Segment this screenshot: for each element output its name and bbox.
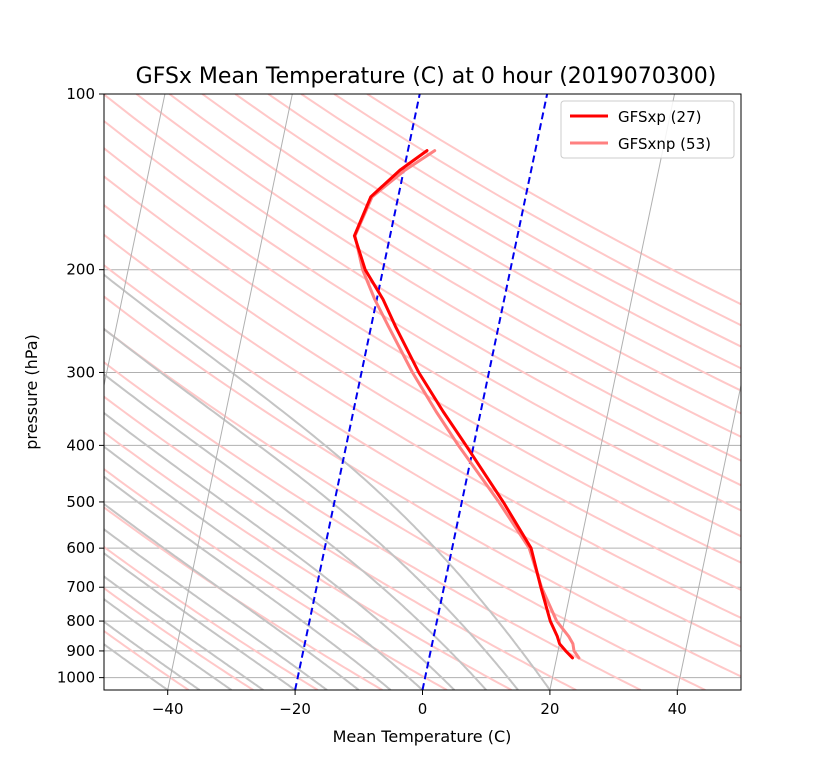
- y-tick-label: 100: [66, 85, 95, 103]
- moist-adiabat: [104, 620, 201, 690]
- chart-title: GFSx Mean Temperature (C) at 0 hour (201…: [136, 64, 717, 89]
- y-tick-label: 700: [66, 578, 95, 596]
- reference-lines: [104, 94, 741, 690]
- isotherm: [676, 382, 741, 690]
- moist-adiabat: [104, 273, 551, 690]
- x-tick-label: −40: [152, 700, 184, 718]
- y-tick-label: 800: [66, 612, 95, 630]
- x-tick-label: 40: [668, 700, 687, 718]
- dry-adiabat: [104, 431, 512, 690]
- y-tick-label: 900: [66, 642, 95, 660]
- moist-adiabat: [104, 475, 392, 690]
- dry-adiabat: [104, 94, 741, 487]
- moist-adiabat: [104, 552, 296, 690]
- y-tick-label: 500: [66, 493, 95, 511]
- dry-adiabat: [104, 233, 741, 620]
- dry-adiabat: [104, 586, 254, 690]
- x-tick-label: 20: [540, 700, 559, 718]
- dry-adiabat: [104, 147, 741, 538]
- highlighted-isotherm: [294, 94, 421, 690]
- series-line-gfsxnp: [353, 149, 581, 660]
- y-tick-label: 300: [66, 363, 95, 381]
- y-tick-label: 600: [66, 539, 95, 557]
- moist-adiabat: [104, 643, 169, 690]
- moist-adiabat: [104, 575, 264, 690]
- moist-adiabat: [104, 528, 328, 690]
- dry-adiabat: [300, 94, 741, 348]
- y-tick-label: 400: [66, 436, 95, 454]
- series-layer: [352, 149, 581, 660]
- dry-adiabat: [201, 94, 741, 415]
- dry-adiabat: [104, 295, 741, 678]
- dry-adiabat: [104, 395, 577, 690]
- moist-adiabat: [104, 598, 232, 690]
- dry-adiabat: [104, 629, 190, 690]
- y-tick-label: 200: [66, 261, 95, 279]
- dry-adiabat: [333, 94, 741, 327]
- dry-adiabat: [168, 94, 741, 438]
- moist-adiabat: [104, 502, 360, 690]
- legend-label-gfsxnp: GFSxnp (53): [618, 135, 711, 153]
- x-axis-label: Mean Temperature (C): [333, 727, 512, 746]
- moist-adiabat: [104, 411, 456, 690]
- highlighted-isotherm: [421, 94, 549, 690]
- isotherm: [104, 94, 166, 388]
- dry-adiabat: [104, 361, 642, 690]
- dry-adiabat: [366, 94, 741, 306]
- y-tick-label: 1000: [57, 669, 95, 687]
- series-line-gfsxp: [352, 149, 574, 660]
- legend-label-gfsxp: GFSxp (27): [618, 108, 701, 126]
- y-axis-label: pressure (hPa): [22, 334, 41, 450]
- dry-adiabat: [104, 175, 741, 564]
- axis-ticks: −40 −20 0 20 40 100 200 300 400 500 600 700 800 900 10…: [57, 85, 687, 718]
- moist-adiabat: [104, 327, 519, 690]
- x-tick-label: −20: [279, 700, 311, 718]
- moist-adiabat: [104, 373, 487, 690]
- moist-adiabat: [104, 445, 424, 690]
- isotherm: [549, 94, 676, 690]
- dry-adiabat: [104, 203, 741, 591]
- isotherm: [167, 94, 293, 690]
- dry-adiabat: [135, 94, 741, 462]
- dry-adiabat: [104, 506, 383, 690]
- dry-adiabat: [104, 545, 319, 690]
- dry-adiabat: [104, 119, 741, 512]
- dry-adiabat: [234, 94, 741, 392]
- x-tick-label: 0: [418, 700, 428, 718]
- dry-adiabat: [267, 94, 741, 370]
- legend: GFSxp (27) GFSxnp (53): [560, 100, 735, 159]
